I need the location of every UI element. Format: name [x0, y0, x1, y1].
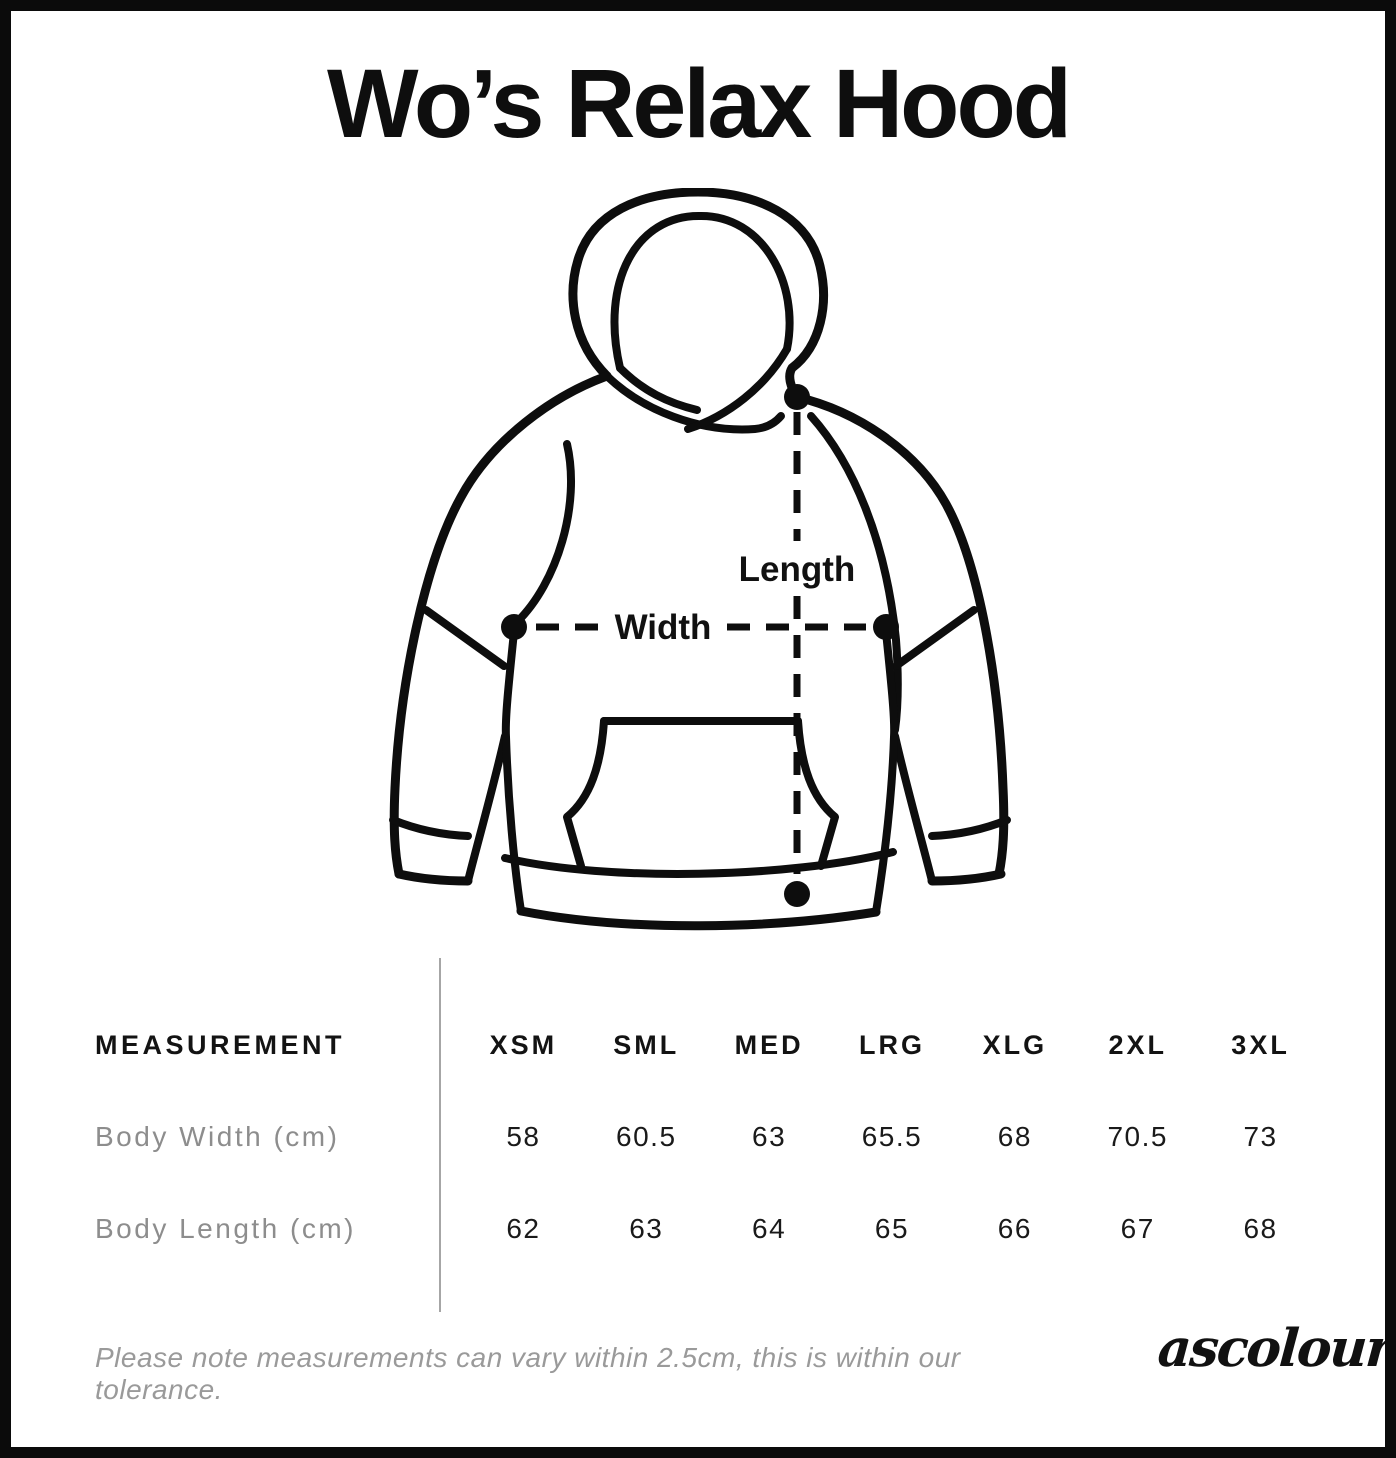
width-left-dot [501, 614, 527, 640]
length-bottom-dot [784, 881, 810, 907]
body-length-med: 64 [752, 1213, 787, 1244]
body-width-sml: 60.5 [616, 1121, 677, 1152]
pocket-left-edge [563, 717, 608, 870]
left-sleeve-inner-edge [464, 732, 509, 885]
body-width-med: 63 [752, 1121, 787, 1152]
body-width-2xl: 70.5 [1107, 1121, 1168, 1152]
right-raglan-seam [807, 412, 902, 734]
hoodie-measurement-diagram: Length Width [389, 188, 1011, 931]
row-label-body-length: Body Length (cm) [95, 1213, 356, 1244]
hood-flap-lower [603, 372, 785, 434]
hood-flap-left [616, 364, 701, 414]
body-width-xsm: 58 [506, 1121, 541, 1152]
right-body-side [872, 628, 899, 916]
measurement-lines [536, 412, 866, 874]
body-width-lrg: 65.5 [861, 1121, 923, 1152]
right-underarm-seam [892, 606, 978, 670]
body-length-lrg: 65 [874, 1213, 910, 1244]
body-width-xlg: 68 [997, 1121, 1032, 1152]
left-body-side [501, 628, 525, 915]
column-header-xlg: XLG [982, 1029, 1048, 1060]
hem-bottom-line [516, 906, 881, 931]
left-cuff-bottom [394, 869, 473, 886]
measurement-dots [501, 384, 899, 907]
hood-flap-right [684, 345, 791, 433]
column-header-3xl: 3XL [1231, 1029, 1290, 1060]
measurement-column-header: MEASUREMENT [95, 1029, 346, 1060]
length-label: Length [739, 550, 856, 589]
length-top-dot [784, 384, 810, 410]
tolerance-note: Please note measurements can vary within… [95, 1342, 961, 1405]
body-length-3xl: 68 [1243, 1213, 1278, 1244]
body-width-3xl: 73 [1243, 1121, 1278, 1152]
column-header-lrg: LRG [858, 1029, 925, 1060]
right-sleeve-outline [792, 392, 1009, 879]
hem-top-line [501, 848, 897, 878]
body-length-2xl: 67 [1120, 1213, 1155, 1244]
left-raglan-seam [513, 440, 576, 626]
left-cuff-band [389, 816, 472, 840]
body-length-xlg: 66 [997, 1213, 1032, 1244]
right-cuff-band [928, 816, 1011, 840]
page-title: Wo’s Relax Hood [327, 49, 1072, 158]
width-label: Width [615, 608, 712, 647]
hood-opening [610, 211, 794, 372]
body-length-xsm: 62 [506, 1213, 541, 1244]
body-length-sml: 63 [629, 1213, 664, 1244]
hood-outline [568, 188, 828, 402]
row-label-body-width: Body Width (cm) [95, 1121, 340, 1152]
width-right-dot [873, 614, 899, 640]
right-cuff-bottom [927, 869, 1006, 886]
column-header-2xl: 2XL [1108, 1029, 1167, 1060]
column-header-xsm: XSM [489, 1029, 558, 1060]
size-table: MEASUREMENT XSM SML MED LRG XLG 2XL 3XL … [95, 999, 1322, 1275]
column-header-sml: SML [613, 1029, 680, 1060]
left-underarm-seam [422, 606, 508, 670]
right-sleeve-inner-edge [891, 732, 936, 885]
column-header-med: MED [734, 1029, 804, 1060]
pocket-right-edge [794, 717, 839, 870]
ascolour-logo: ascolour [1155, 1318, 1394, 1379]
table-divider-line [439, 958, 441, 1312]
